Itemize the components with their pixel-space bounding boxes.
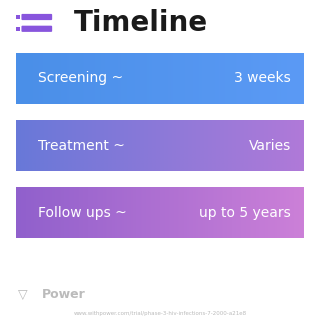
FancyBboxPatch shape (21, 14, 52, 20)
Text: Screening ~: Screening ~ (38, 72, 124, 85)
Text: 3 weeks: 3 weeks (235, 72, 291, 85)
Bar (16, 27, 20, 31)
Text: Varies: Varies (249, 139, 291, 152)
Text: Timeline: Timeline (74, 9, 208, 37)
Text: www.withpower.com/trial/phase-3-hiv-infections-7-2000-a21e8: www.withpower.com/trial/phase-3-hiv-infe… (73, 311, 247, 317)
Text: Follow ups ~: Follow ups ~ (38, 206, 127, 219)
Text: ▽: ▽ (18, 288, 27, 301)
Text: Power: Power (42, 288, 85, 301)
Text: Treatment ~: Treatment ~ (38, 139, 125, 152)
Bar (16, 15, 20, 19)
FancyBboxPatch shape (21, 26, 52, 32)
Text: up to 5 years: up to 5 years (199, 206, 291, 219)
